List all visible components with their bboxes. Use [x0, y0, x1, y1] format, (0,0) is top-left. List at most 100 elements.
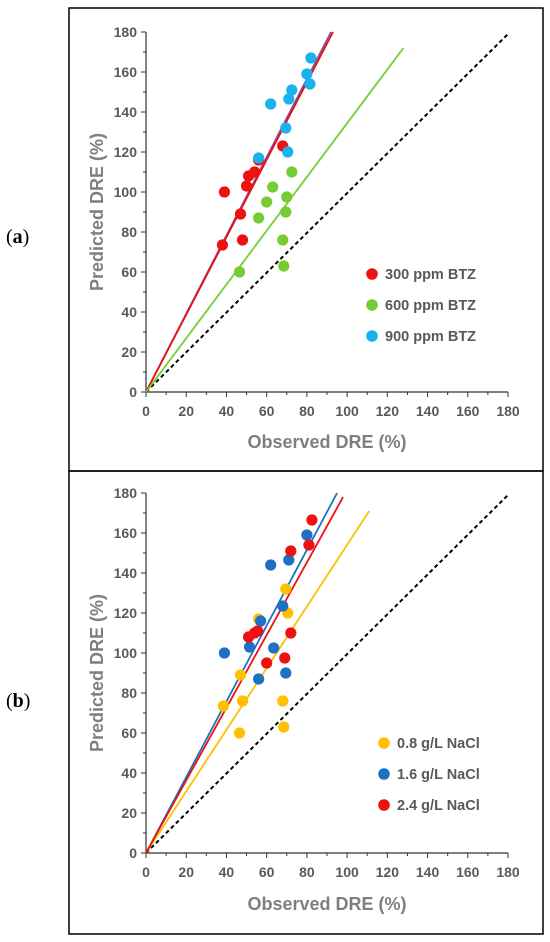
- x-tick-label: 20: [178, 864, 194, 880]
- y-tick-label: 80: [121, 224, 137, 240]
- data-point: [249, 166, 261, 178]
- legend-label: 600 ppm BTZ: [385, 298, 476, 314]
- x-tick-label: 140: [416, 864, 440, 880]
- data-point: [286, 84, 298, 96]
- data-point: [218, 186, 231, 198]
- x-axis-title: Observed DRE (%): [247, 894, 406, 914]
- y-tick-label: 100: [114, 184, 138, 200]
- data-point: [301, 68, 313, 80]
- data-point: [303, 539, 315, 551]
- data-point: [233, 266, 246, 278]
- y-tick-label: 60: [121, 264, 137, 280]
- data-point: [236, 695, 249, 707]
- x-tick-label: 160: [456, 403, 480, 419]
- data-point: [277, 695, 289, 707]
- data-point: [286, 166, 298, 178]
- y-tick-label: 20: [121, 805, 137, 821]
- data-point: [253, 212, 265, 224]
- x-tick-label: 60: [259, 403, 275, 419]
- data-point: [280, 667, 292, 679]
- chart-a: 0 20 40 60 80 100 120 140 160 180 0 20 40 60 80 100 120 1…: [87, 24, 520, 452]
- y-tick-label: 0: [129, 845, 137, 861]
- data-point: [285, 545, 297, 557]
- y-tick-label: 180: [114, 485, 138, 501]
- data-point: [280, 122, 292, 134]
- data-point: [304, 78, 316, 90]
- x-tick-label: 160: [456, 864, 480, 880]
- y-tick-label: 140: [114, 565, 138, 581]
- data-point: [261, 657, 273, 669]
- x-tick-label: 80: [299, 864, 315, 880]
- x-tick-label: 120: [376, 864, 400, 880]
- legend-marker: [366, 330, 378, 342]
- x-tick-label: 20: [178, 403, 194, 419]
- legend-marker: [366, 299, 378, 311]
- data-point: [255, 615, 267, 627]
- data-point: [280, 206, 292, 218]
- y-tick-label: 120: [114, 605, 138, 621]
- legend-marker: [378, 768, 390, 780]
- y-tick-label: 180: [114, 24, 138, 40]
- x-axis-title: Observed DRE (%): [247, 432, 406, 452]
- x-tick-label: 0: [142, 864, 150, 880]
- data-point: [278, 260, 290, 272]
- data-point: [283, 554, 295, 566]
- y-tick-label: 120: [114, 144, 138, 160]
- identity-line: [145, 33, 509, 393]
- x-tick-label: 140: [416, 403, 440, 419]
- y-tick-label: 140: [114, 104, 138, 120]
- y-tick-label: 100: [114, 645, 138, 661]
- data-point: [253, 673, 265, 685]
- data-point: [218, 647, 231, 659]
- data-point: [261, 196, 273, 208]
- x-tick-label: 0: [142, 403, 150, 419]
- legend-label: 0.8 g/L NaCl: [397, 736, 480, 752]
- data-point: [217, 700, 230, 712]
- data-point: [267, 181, 279, 193]
- legend-marker: [378, 737, 390, 749]
- data-point: [306, 514, 318, 526]
- data-point: [301, 529, 313, 541]
- legend-marker: [378, 799, 390, 811]
- x-tick-label: 120: [376, 403, 400, 419]
- legend-label: 300 ppm BTZ: [385, 267, 476, 283]
- y-tick-label: 40: [121, 304, 137, 320]
- x-tick-label: 100: [335, 403, 359, 419]
- fit-line: [145, 47, 405, 393]
- legend-marker: [366, 268, 378, 280]
- x-tick-label: 40: [219, 864, 235, 880]
- legend-label: 2.4 g/L NaCl: [397, 798, 480, 814]
- data-point: [277, 600, 289, 612]
- data-point: [280, 583, 292, 595]
- data-point: [282, 146, 294, 158]
- chart-b: 0 20 40 60 80 100 120 140 160 180 0 20 40 60 80 100 120 1…: [87, 485, 520, 914]
- data-point: [281, 191, 293, 203]
- data-point: [283, 93, 295, 105]
- x-tick-label: 80: [299, 403, 315, 419]
- y-tick-label: 160: [114, 64, 138, 80]
- data-point: [252, 625, 264, 637]
- data-point: [234, 208, 247, 220]
- panel-label-a: (a): [6, 226, 30, 248]
- y-tick-label: 40: [121, 765, 137, 781]
- y-tick-label: 60: [121, 725, 137, 741]
- x-tick-label: 60: [259, 864, 275, 880]
- data-point: [233, 727, 246, 739]
- panel-frame-b: [68, 470, 544, 935]
- data-point: [278, 721, 290, 733]
- y-tick-label: 20: [121, 344, 137, 360]
- y-tick-label: 80: [121, 685, 137, 701]
- y-axis-title: Predicted DRE (%): [87, 594, 107, 752]
- data-point: [285, 627, 297, 639]
- data-point: [236, 234, 249, 246]
- identity-line: [145, 494, 509, 854]
- y-tick-label: 0: [129, 384, 137, 400]
- data-point: [277, 234, 289, 246]
- legend-label: 900 ppm BTZ: [385, 329, 476, 345]
- x-tick-label: 100: [335, 864, 359, 880]
- x-tick-label: 180: [496, 864, 520, 880]
- data-point: [216, 239, 229, 251]
- x-tick-label: 40: [219, 403, 235, 419]
- data-point: [234, 669, 247, 681]
